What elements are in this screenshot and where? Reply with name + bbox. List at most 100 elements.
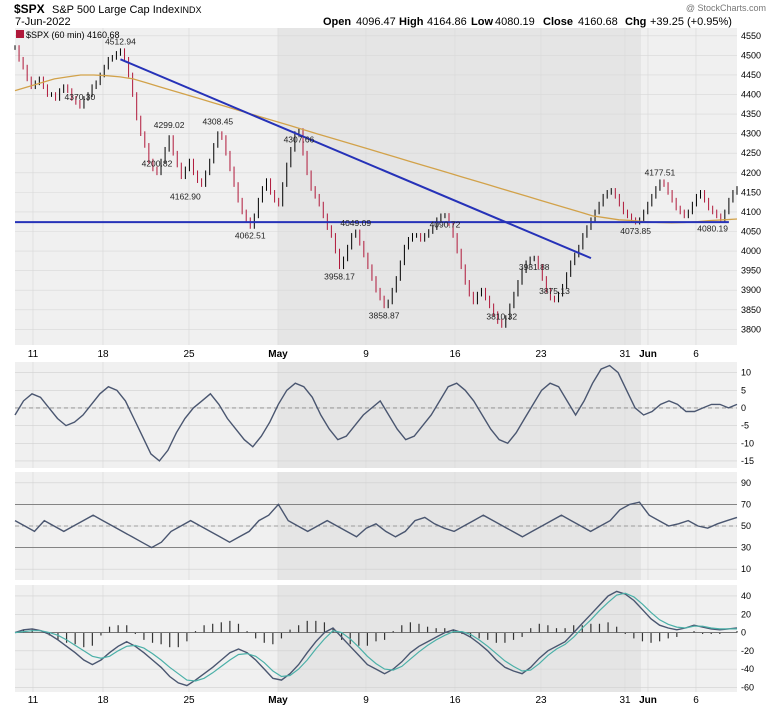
panel-1: 4550 4500 4450 4400 4350 4300 4250 4200 4150 4100…: [14, 28, 761, 345]
period-shade: [278, 362, 641, 468]
price-annotation: 4062.51: [235, 231, 266, 241]
price-annotation: 3810.32: [486, 311, 517, 321]
x-tick-label: 25: [183, 349, 195, 360]
ticker: $SPX: [14, 2, 45, 16]
y-tick-label: 5: [741, 385, 746, 395]
panels: 4550 4500 4450 4400 4350 4300 4250 4200 4150 4100…: [14, 28, 761, 692]
x-tick-label: 16: [449, 349, 461, 360]
y-tick-label: 4550: [741, 31, 761, 41]
x-tick-label: 6: [693, 349, 699, 360]
x-tick-label: 11: [28, 349, 39, 360]
close-label: Close: [543, 16, 573, 28]
price-annotation: 4370.30: [65, 92, 96, 102]
x-tick-label: 9: [363, 349, 369, 360]
price-annotation: 4162.90: [170, 191, 201, 201]
y-tick-label: 4050: [741, 227, 761, 237]
y-tick-label: 0: [741, 403, 746, 413]
price-annotation: 4512.94: [105, 36, 136, 46]
y-tick-label: 4400: [741, 90, 761, 100]
x-tick-label: 18: [97, 349, 109, 360]
y-tick-label: 0: [741, 628, 746, 638]
index-name: S&P 500 Large Cap Index: [52, 4, 180, 16]
x-tick-label: 31: [619, 349, 631, 360]
y-tick-label: -40: [741, 664, 754, 674]
price-annotation: 3981.88: [519, 262, 550, 272]
y-tick-label: 40: [741, 591, 751, 601]
y-tick-label: 3850: [741, 305, 761, 315]
y-tick-label: 90: [741, 478, 751, 488]
y-tick-label: -10: [741, 438, 754, 448]
y-tick-label: 4450: [741, 70, 761, 80]
price-annotation: 4307.66: [284, 135, 315, 145]
legend-swatch: [16, 30, 24, 38]
price-annotation: 4308.45: [202, 116, 233, 126]
y-tick-label: 50: [741, 521, 751, 531]
x-tick-label: 16: [449, 695, 461, 706]
y-tick-label: 4300: [741, 129, 761, 139]
downtrend-line: [120, 58, 592, 260]
y-tick-label: 30: [741, 543, 751, 553]
high-value: 4164.86: [427, 16, 467, 28]
rsi-line: [14, 501, 738, 549]
x-tick-label: 23: [535, 695, 547, 706]
date-label: 7-Jun-2022: [15, 16, 71, 28]
momentum-line: [14, 364, 738, 462]
x-tick-label: 23: [535, 349, 547, 360]
price-annotation: 3858.87: [369, 310, 400, 320]
x-tick-label: 11: [28, 695, 39, 706]
panel-2: 10 5 0 -5 -10 -15: [14, 362, 754, 468]
panel-3: 90 70 50 30 10: [14, 472, 751, 580]
y-tick-label: -15: [741, 456, 754, 466]
x-tick-label: 25: [183, 695, 195, 706]
x-tick-label: Jun: [639, 695, 657, 706]
y-tick-label: -60: [741, 682, 754, 692]
y-tick-label: 3950: [741, 266, 761, 276]
price-annotation: 4299.02: [154, 120, 185, 130]
period-shade: [278, 585, 641, 692]
watermark: @ StockCharts.com: [686, 3, 766, 13]
x-tick-label: May: [268, 695, 288, 706]
quote-bar: Open 4096.47 High 4164.86 Low 4080.19 Cl…: [323, 16, 732, 28]
x-tick-label: May: [268, 349, 288, 360]
price-annotation: 3875.13: [539, 286, 570, 296]
y-tick-label: 4000: [741, 246, 761, 256]
y-tick-label: 3900: [741, 285, 761, 295]
panel-4: 40 20 0 -20 -40 -60: [14, 585, 754, 692]
y-tick-label: 4150: [741, 187, 761, 197]
close-value: 4160.68: [578, 16, 618, 28]
sma-line: [14, 74, 738, 224]
y-tick-label: 4500: [741, 50, 761, 60]
y-tick-label: 4350: [741, 109, 761, 119]
y-tick-label: 4200: [741, 168, 761, 178]
price-annotation: 4080.19: [697, 224, 728, 234]
open-label: Open: [323, 16, 351, 28]
exchange-label: INDX: [180, 5, 202, 15]
chg-value: +39.25 (+0.95%): [650, 16, 732, 28]
price-annotation: 4200.82: [142, 158, 173, 168]
open-value: 4096.47: [356, 16, 396, 28]
price-annotation: 4073.85: [620, 226, 651, 236]
y-tick-label: 3800: [741, 324, 761, 334]
price-annotation: 4049.09: [340, 218, 371, 228]
x-axis-bottom: 11 18 25 May 9 16 23 31 Jun 6: [28, 695, 699, 706]
signal-line: [14, 592, 737, 682]
price-legend: $SPX (60 min) 4160.68: [26, 30, 120, 40]
high-label: High: [399, 16, 424, 28]
price-annotation: 4090.72: [430, 220, 461, 230]
price-annotation: 3958.17: [324, 271, 355, 281]
price-annotation: 4177.51: [645, 168, 676, 178]
y-tick-label: 10: [741, 564, 751, 574]
macd-line: [14, 590, 738, 687]
y-tick-label: -20: [741, 646, 754, 656]
x-tick-label: 9: [363, 695, 369, 706]
y-tick-label: 10: [741, 368, 751, 378]
x-tick-label: Jun: [639, 349, 657, 360]
x-tick-label: 18: [97, 695, 109, 706]
y-tick-label: 4250: [741, 148, 761, 158]
chg-label: Chg: [625, 16, 646, 28]
period-shade: [278, 28, 641, 345]
y-tick-label: -5: [741, 421, 749, 431]
low-label: Low: [471, 16, 493, 28]
